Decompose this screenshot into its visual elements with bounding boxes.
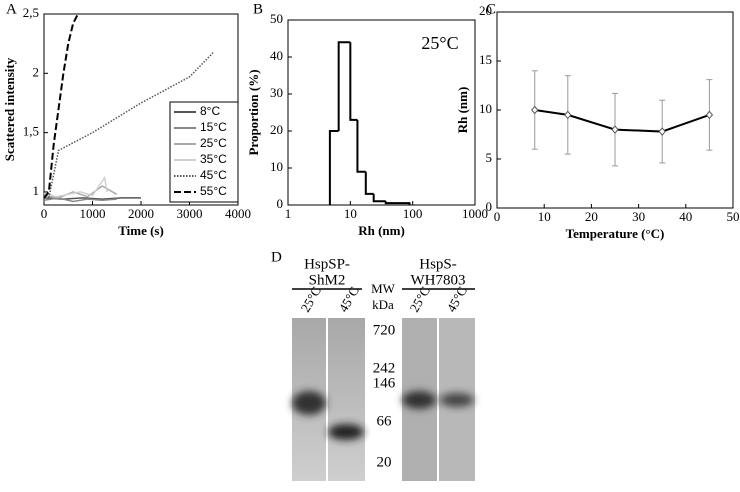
y-tick-label: 2	[33, 64, 40, 79]
mw-marker: 720	[373, 322, 396, 338]
panel-letter: B	[253, 1, 263, 17]
marker	[564, 110, 572, 120]
y-axis-title: Scattered intensity	[2, 57, 17, 161]
gel-header: HspSP-	[304, 256, 350, 272]
legend-label: 45°C	[200, 168, 227, 182]
x-axis-title: Temperature (°C)	[566, 226, 665, 241]
x-tick-label: 0	[494, 209, 501, 224]
series-line	[43, 175, 108, 198]
legend-label: 55°C	[200, 184, 227, 198]
legend-label: 8°C	[200, 104, 220, 118]
x-tick-label: 1000	[462, 206, 488, 221]
panel-letter: A	[6, 1, 17, 17]
y-tick-label: 30	[270, 85, 283, 100]
x-tick-label: 30	[632, 209, 645, 224]
x-axis-title: Rh (nm)	[358, 223, 405, 238]
y-axis-title: Rh (nm)	[455, 87, 470, 134]
y-tick-label: 2,5	[23, 5, 39, 20]
y-tick-label: 0	[486, 199, 493, 214]
series-line	[48, 51, 215, 199]
panel-letter: D	[271, 249, 282, 265]
x-tick-label: 20	[585, 209, 598, 224]
annotation: 25°C	[421, 33, 458, 53]
x-tick-label: 40	[679, 209, 692, 224]
series-line	[43, 185, 118, 199]
x-tick-label: 3000	[177, 206, 203, 221]
histogram-bin	[372, 193, 386, 203]
x-tick-label: 50	[727, 209, 740, 224]
y-tick-label: 0	[277, 196, 284, 211]
mw-marker: 146	[373, 375, 396, 391]
marker	[611, 125, 619, 134]
y-tick-label: 10	[270, 159, 283, 174]
x-tick-label: 0	[41, 206, 48, 221]
y-tick-label: 50	[270, 11, 283, 26]
gel-header: ShM2	[309, 272, 346, 288]
legend-label: 15°C	[200, 120, 227, 134]
histogram-bin	[384, 201, 411, 205]
series-line	[43, 197, 117, 203]
plot-frame	[287, 19, 476, 206]
histogram-bin	[364, 171, 374, 195]
legend-box	[169, 101, 239, 203]
gel-header: WH7803	[411, 272, 466, 288]
y-tick-label: 20	[270, 122, 283, 137]
series-line	[534, 109, 710, 133]
x-tick-label: 100	[403, 206, 423, 221]
x-tick-label: 4000	[225, 206, 251, 221]
y-tick-label: 15	[479, 52, 492, 67]
histogram-bin	[337, 41, 351, 131]
mw-title: MW	[371, 281, 396, 296]
y-tick-label: 20	[479, 3, 492, 18]
marker	[705, 110, 714, 120]
gel-header: HspS-	[419, 256, 457, 272]
histogram-bin	[349, 42, 358, 121]
x-tick-label: 2000	[128, 206, 154, 221]
gel-image	[292, 318, 475, 481]
histogram-bin	[356, 119, 366, 173]
legend-label: 25°C	[200, 136, 227, 150]
x-tick-label: 1	[285, 206, 292, 221]
y-tick-label: 40	[270, 48, 283, 63]
x-tick-label: 10	[344, 206, 357, 221]
panel-letter: C	[486, 1, 496, 17]
mw-marker: 66	[377, 413, 393, 429]
marker	[531, 105, 539, 115]
x-tick-label: 10	[538, 209, 551, 224]
y-tick-label: 10	[479, 101, 492, 116]
series-line	[43, 13, 79, 199]
mw-marker: 242	[373, 360, 396, 376]
legend-label: 35°C	[200, 152, 227, 166]
mw-marker: 20	[377, 454, 392, 470]
y-tick-label: 1	[33, 183, 40, 198]
mw-title: kDa	[372, 297, 394, 312]
marker	[658, 127, 666, 136]
y-tick-label: 1,5	[23, 124, 39, 139]
histogram-bin	[328, 130, 339, 205]
y-axis-title: Proportion (%)	[246, 69, 261, 155]
y-tick-label: 5	[486, 150, 493, 165]
x-tick-label: 1000	[80, 206, 106, 221]
x-axis-title: Time (s)	[118, 223, 164, 238]
